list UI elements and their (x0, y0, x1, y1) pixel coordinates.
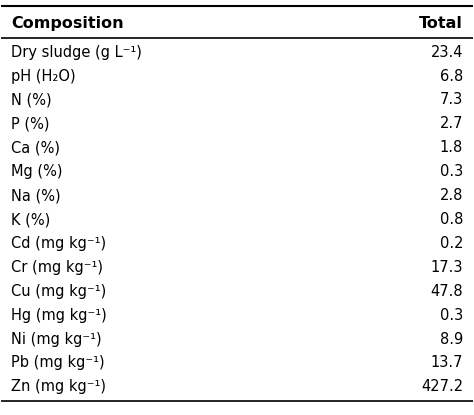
Text: 8.9: 8.9 (440, 332, 463, 347)
Text: Cr (mg kg⁻¹): Cr (mg kg⁻¹) (11, 260, 103, 275)
Text: 1.8: 1.8 (440, 140, 463, 155)
Text: 47.8: 47.8 (430, 284, 463, 299)
Text: pH (H₂O): pH (H₂O) (11, 68, 75, 83)
Text: 23.4: 23.4 (431, 45, 463, 60)
Text: Mg (%): Mg (%) (11, 164, 62, 179)
Text: Pb (mg kg⁻¹): Pb (mg kg⁻¹) (11, 356, 104, 371)
Text: 17.3: 17.3 (431, 260, 463, 275)
Text: Na (%): Na (%) (11, 188, 61, 203)
Text: Cd (mg kg⁻¹): Cd (mg kg⁻¹) (11, 236, 106, 251)
Text: N (%): N (%) (11, 93, 52, 107)
Text: Composition: Composition (11, 16, 123, 31)
Text: 427.2: 427.2 (421, 379, 463, 394)
Text: Total: Total (419, 16, 463, 31)
Text: 0.3: 0.3 (440, 164, 463, 179)
Text: 6.8: 6.8 (440, 68, 463, 83)
Text: 2.7: 2.7 (440, 116, 463, 132)
Text: 2.8: 2.8 (440, 188, 463, 203)
Text: Cu (mg kg⁻¹): Cu (mg kg⁻¹) (11, 284, 106, 299)
Text: Ni (mg kg⁻¹): Ni (mg kg⁻¹) (11, 332, 101, 347)
Text: P (%): P (%) (11, 116, 49, 132)
Text: Ca (%): Ca (%) (11, 140, 60, 155)
Text: K (%): K (%) (11, 212, 50, 227)
Text: 0.2: 0.2 (440, 236, 463, 251)
Text: 0.3: 0.3 (440, 308, 463, 323)
Text: 13.7: 13.7 (431, 356, 463, 371)
Text: Dry sludge (g L⁻¹): Dry sludge (g L⁻¹) (11, 45, 142, 60)
Text: Hg (mg kg⁻¹): Hg (mg kg⁻¹) (11, 308, 107, 323)
Text: Zn (mg kg⁻¹): Zn (mg kg⁻¹) (11, 379, 106, 394)
Text: 0.8: 0.8 (440, 212, 463, 227)
Text: 7.3: 7.3 (440, 93, 463, 107)
